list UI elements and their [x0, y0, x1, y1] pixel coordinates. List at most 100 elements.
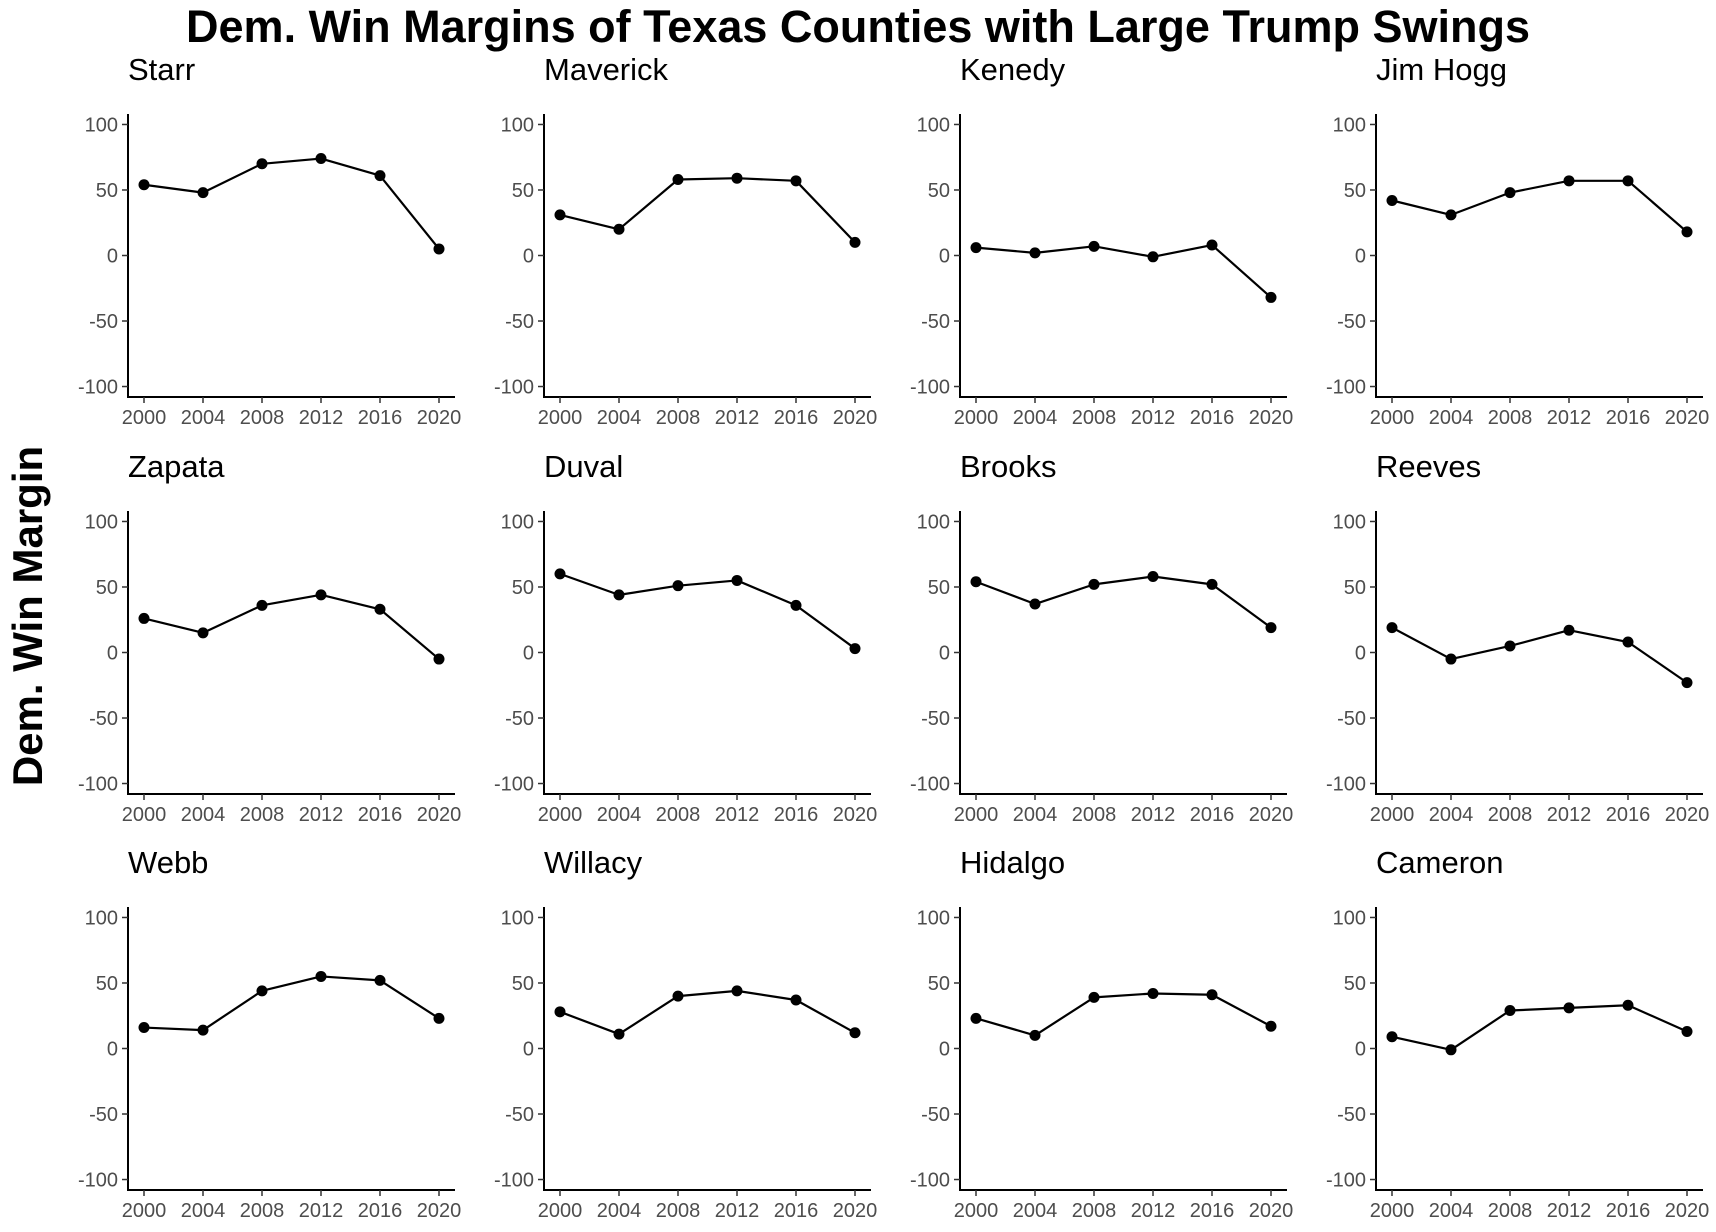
data-point — [1265, 622, 1277, 634]
y-tick-label: -50 — [921, 1104, 950, 1126]
data-point — [1681, 226, 1693, 238]
x-tick-label: 2008 — [1488, 804, 1533, 826]
x-tick-label: 2000 — [538, 804, 583, 826]
data-point — [849, 643, 861, 655]
data-point — [197, 627, 209, 639]
data-point — [672, 174, 684, 186]
data-point — [138, 179, 150, 191]
y-tick-label: 0 — [1355, 643, 1366, 665]
data-point — [433, 653, 445, 665]
data-point — [1445, 1044, 1457, 1056]
data-point — [1088, 991, 1100, 1003]
data-point — [1386, 194, 1398, 206]
data-point — [790, 994, 802, 1006]
x-tick-label: 2000 — [122, 407, 167, 429]
data-point — [138, 612, 150, 624]
y-tick-label: 50 — [928, 180, 950, 202]
y-tick-label: 0 — [1355, 246, 1366, 268]
y-tick-label: 50 — [1344, 973, 1366, 995]
y-tick-label: 100 — [85, 511, 118, 533]
x-tick-label: 2000 — [1370, 804, 1415, 826]
data-point — [970, 1012, 982, 1024]
y-tick-label: -100 — [910, 774, 950, 796]
y-tick-label: 50 — [512, 180, 534, 202]
x-tick-label: 2008 — [240, 407, 285, 429]
data-point — [1622, 999, 1634, 1011]
data-point — [256, 599, 268, 611]
data-point — [672, 580, 684, 592]
x-tick-label: 2004 — [1013, 804, 1058, 826]
data-point — [1265, 1020, 1277, 1032]
panel-title-starr: Starr — [128, 52, 195, 87]
x-tick-label: 2000 — [538, 407, 583, 429]
y-tick-label: 0 — [107, 246, 118, 268]
y-tick-label: -50 — [1337, 708, 1366, 730]
data-point — [1563, 624, 1575, 636]
y-tick-label: 100 — [501, 511, 534, 533]
x-tick-label: 2004 — [1429, 804, 1474, 826]
x-tick-label: 2020 — [833, 1200, 878, 1222]
x-tick-label: 2000 — [1370, 1200, 1415, 1222]
y-tick-label: -50 — [921, 708, 950, 730]
y-tick-label: -100 — [494, 377, 534, 399]
data-point — [1029, 247, 1041, 259]
x-tick-label: 2016 — [774, 804, 819, 826]
data-point — [731, 574, 743, 586]
data-point — [315, 970, 327, 982]
y-tick-label: 100 — [1333, 907, 1366, 929]
data-point — [374, 603, 386, 615]
panel-title-duval: Duval — [544, 449, 623, 484]
x-tick-label: 2016 — [358, 407, 403, 429]
panel-title-brooks: Brooks — [960, 449, 1056, 484]
x-tick-label: 2016 — [358, 804, 403, 826]
y-tick-label: 0 — [107, 643, 118, 665]
data-point — [849, 1027, 861, 1039]
x-tick-label: 2016 — [774, 1200, 819, 1222]
data-point — [315, 589, 327, 601]
data-point — [790, 599, 802, 611]
data-point — [554, 568, 566, 580]
x-tick-label: 2004 — [181, 804, 226, 826]
y-tick-label: 100 — [501, 907, 534, 929]
y-tick-label: -100 — [1326, 1170, 1366, 1192]
data-point — [1386, 622, 1398, 634]
data-point — [433, 243, 445, 255]
y-tick-label: 50 — [512, 577, 534, 599]
x-tick-label: 2000 — [538, 1200, 583, 1222]
data-point — [554, 1006, 566, 1018]
x-tick-label: 2012 — [715, 1200, 760, 1222]
x-tick-label: 2008 — [656, 1200, 701, 1222]
data-point — [731, 172, 743, 184]
x-tick-label: 2012 — [299, 1200, 344, 1222]
y-tick-label: 50 — [1344, 577, 1366, 599]
y-tick-label: -100 — [494, 1170, 534, 1192]
x-tick-label: 2020 — [417, 1200, 462, 1222]
y-tick-label: 0 — [939, 643, 950, 665]
data-point — [849, 236, 861, 248]
x-tick-label: 2012 — [1131, 407, 1176, 429]
data-point — [1206, 239, 1218, 251]
y-tick-label: -50 — [89, 1104, 118, 1126]
data-point — [1088, 240, 1100, 252]
data-point — [672, 990, 684, 1002]
x-tick-label: 2020 — [1665, 1200, 1710, 1222]
y-tick-label: 50 — [96, 577, 118, 599]
series-line-starr — [143, 157, 440, 250]
data-point — [1504, 1005, 1516, 1017]
data-point — [374, 974, 386, 986]
x-tick-label: 2008 — [240, 1200, 285, 1222]
y-tick-label: 100 — [1333, 114, 1366, 136]
x-tick-label: 2016 — [358, 1200, 403, 1222]
x-tick-label: 2000 — [954, 804, 999, 826]
panel-title-cameron: Cameron — [1376, 845, 1504, 880]
series-line-willacy — [559, 989, 856, 1036]
y-tick-label: 100 — [85, 114, 118, 136]
data-point — [1622, 175, 1634, 187]
x-tick-label: 2020 — [1249, 1200, 1294, 1222]
